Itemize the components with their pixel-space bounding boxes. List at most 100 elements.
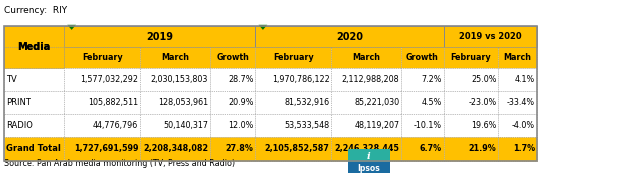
Bar [331,68,401,91]
Text: 2,208,348,082: 2,208,348,082 [143,144,208,153]
Text: i: i [367,152,371,161]
Bar [255,114,331,137]
Bar [140,47,210,68]
Bar [498,47,537,68]
Bar [210,137,255,161]
Bar [401,91,444,114]
Bar [210,114,255,137]
Text: -4.0%: -4.0% [512,121,535,130]
Text: 48,119,207: 48,119,207 [354,121,399,130]
Bar [64,26,255,47]
Text: Growth: Growth [406,53,439,62]
Text: 19.6%: 19.6% [471,121,497,130]
Text: February: February [450,53,492,62]
Text: 4.1%: 4.1% [515,75,535,84]
Text: February: February [82,53,123,62]
Text: 2019 vs 2020: 2019 vs 2020 [459,32,521,41]
Text: 2,030,153,803: 2,030,153,803 [151,75,208,84]
Text: Source: Pan Arab media monitoring (TV, Press and Radio): Source: Pan Arab media monitoring (TV, P… [4,159,235,168]
Text: 1,727,691,599: 1,727,691,599 [74,144,138,153]
Text: 2,112,988,208: 2,112,988,208 [342,75,399,84]
Bar [401,114,444,137]
Text: 53,533,548: 53,533,548 [285,121,330,130]
Bar [498,114,537,137]
Text: 85,221,030: 85,221,030 [354,98,399,107]
Text: TV: TV [6,75,17,84]
Bar [255,137,331,161]
Bar [331,137,401,161]
Text: March: March [353,53,380,62]
Polygon shape [259,25,267,30]
Text: 12.0%: 12.0% [228,121,254,130]
Bar [140,91,210,114]
Text: -10.1%: -10.1% [414,121,442,130]
Text: RADIO: RADIO [6,121,33,130]
Text: Ipsos: Ipsos [358,164,380,173]
Text: 1,970,786,122: 1,970,786,122 [272,75,330,84]
Text: Currency:  RIY: Currency: RIY [4,6,67,15]
Bar [331,47,401,68]
Text: -33.4%: -33.4% [507,98,535,107]
Text: 28.7%: 28.7% [228,75,254,84]
Bar [401,47,444,68]
Bar [64,68,140,91]
Bar [444,114,498,137]
Text: 105,882,511: 105,882,511 [88,98,138,107]
Text: 21.9%: 21.9% [468,144,497,153]
Bar [64,114,140,137]
Text: 7.2%: 7.2% [421,75,442,84]
Bar [4,91,64,114]
Bar [255,26,444,47]
Bar [444,26,537,47]
Bar [140,137,210,161]
Bar [348,149,390,173]
Text: 1,577,032,292: 1,577,032,292 [80,75,138,84]
Bar [498,68,537,91]
Bar [444,47,498,68]
Bar [4,68,64,91]
Bar [498,137,537,161]
Text: -23.0%: -23.0% [468,98,497,107]
Text: 2,105,852,587: 2,105,852,587 [265,144,330,153]
Bar [255,91,331,114]
Text: March: March [504,53,531,62]
Text: March: March [161,53,189,62]
Bar [498,91,537,114]
Text: 4.5%: 4.5% [421,98,442,107]
Text: 27.8%: 27.8% [226,144,254,153]
Bar [4,26,537,161]
Text: 50,140,317: 50,140,317 [163,121,208,130]
Text: 81,532,916: 81,532,916 [285,98,330,107]
Polygon shape [67,25,76,30]
Bar [210,68,255,91]
Text: 25.0%: 25.0% [471,75,497,84]
Bar [4,137,64,161]
Text: Growth: Growth [216,53,249,62]
Bar [444,91,498,114]
Text: 128,053,961: 128,053,961 [158,98,208,107]
Text: 2019: 2019 [146,32,173,42]
Bar [255,47,331,68]
Text: 2,246,328,445: 2,246,328,445 [335,144,399,153]
Bar [401,68,444,91]
Bar [401,137,444,161]
Text: Grand Total: Grand Total [6,144,61,153]
Text: 6.7%: 6.7% [419,144,442,153]
Bar [140,114,210,137]
Bar [140,68,210,91]
Bar [4,26,64,68]
Bar [4,26,64,47]
Bar [64,91,140,114]
Text: February: February [273,53,314,62]
Bar [331,91,401,114]
Bar [4,47,64,68]
Bar [210,91,255,114]
Bar [444,68,498,91]
Bar [331,114,401,137]
Text: 1.7%: 1.7% [513,144,535,153]
Bar [210,47,255,68]
Bar [4,114,64,137]
Text: Media: Media [17,42,50,52]
Bar [255,68,331,91]
Text: 44,776,796: 44,776,796 [93,121,138,130]
